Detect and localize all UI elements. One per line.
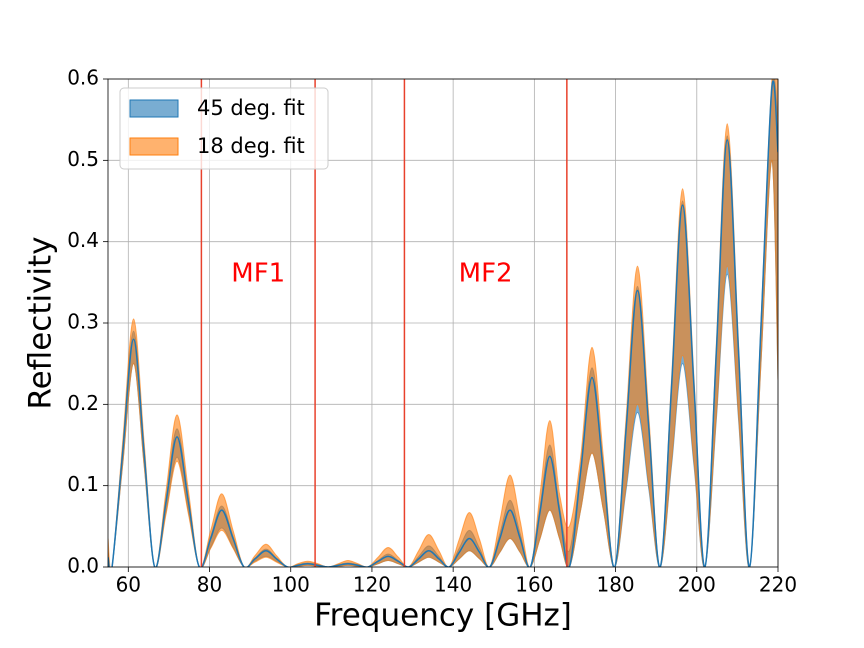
- legend-label: 18 deg. fit: [197, 134, 305, 158]
- x-tick-label: 100: [272, 573, 310, 597]
- y-axis-label: Reflectivity: [23, 236, 59, 409]
- x-tick-label: 180: [596, 573, 634, 597]
- annotation: MF2: [459, 259, 513, 289]
- y-tick-label: 0.6: [67, 66, 99, 90]
- x-tick-label: 120: [353, 573, 391, 597]
- y-tick-label: 0.1: [67, 472, 99, 496]
- y-tick-label: 0.2: [67, 391, 99, 415]
- x-tick-label: 60: [116, 573, 141, 597]
- y-tick-label: 0.3: [67, 310, 99, 334]
- x-tick-label: 140: [434, 573, 472, 597]
- center-line: [108, 80, 778, 567]
- x-axis-label: Frequency [GHz]: [314, 598, 572, 634]
- x-tick-label: 80: [197, 573, 222, 597]
- x-tick-label: 200: [678, 573, 716, 597]
- plot-area: [108, 79, 778, 567]
- plot-frame: [107, 78, 779, 568]
- x-tick-label: 160: [515, 573, 553, 597]
- x-tick-label: 220: [759, 573, 797, 597]
- y-tick-label: 0.4: [67, 228, 99, 252]
- annotation: MF1: [231, 259, 285, 289]
- legend-swatch: [129, 99, 179, 118]
- legend-swatch: [129, 137, 179, 156]
- legend-label: 45 deg. fit: [197, 96, 305, 120]
- y-tick-label: 0.0: [67, 554, 99, 578]
- y-tick-label: 0.5: [67, 147, 99, 171]
